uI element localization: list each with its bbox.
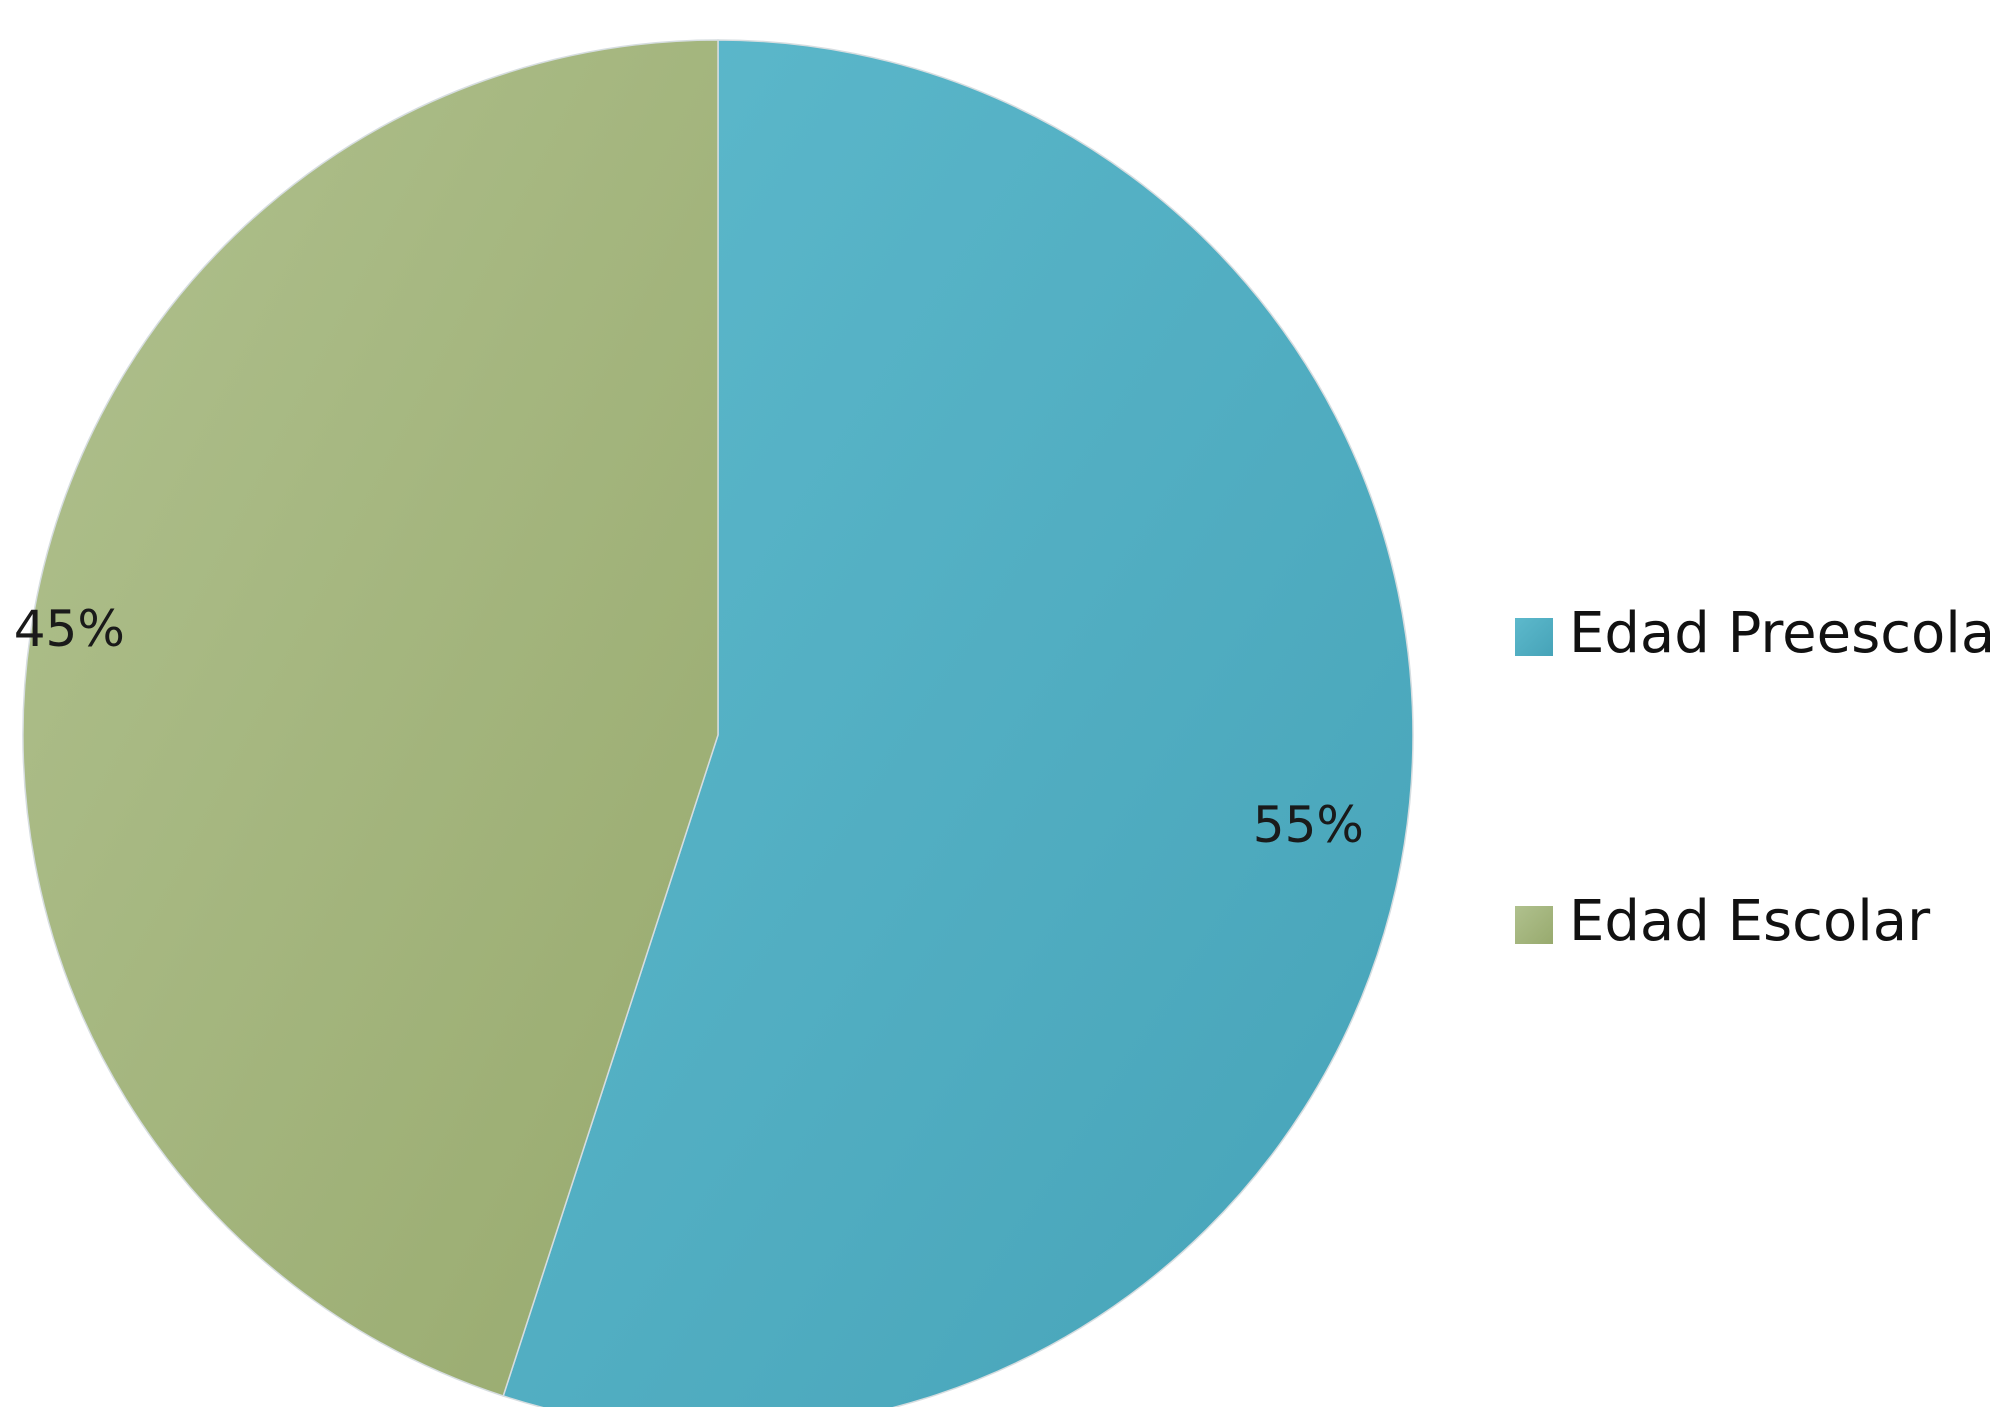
pie-slice-edad-preescolar [502, 39, 1414, 1407]
legend-item-edad-escolar: Edad Escolar [1515, 889, 1931, 954]
legend-swatch [1515, 906, 1553, 944]
pie-data-labels: 55% 45% [14, 600, 1364, 854]
legend-item-edad-preescolar: Edad Preescolar [1515, 601, 1990, 666]
pie-slice-edad-escolar [22, 39, 719, 1397]
data-label-edad-escolar: 45% [14, 600, 125, 658]
legend: Edad Preescolar Edad Escolar [1515, 601, 1990, 954]
legend-label: Edad Escolar [1569, 889, 1931, 954]
legend-label: Edad Preescolar [1569, 601, 1990, 666]
data-label-edad-preescolar: 55% [1253, 796, 1364, 854]
legend-swatch [1515, 618, 1553, 656]
pie-slices [22, 39, 1414, 1407]
